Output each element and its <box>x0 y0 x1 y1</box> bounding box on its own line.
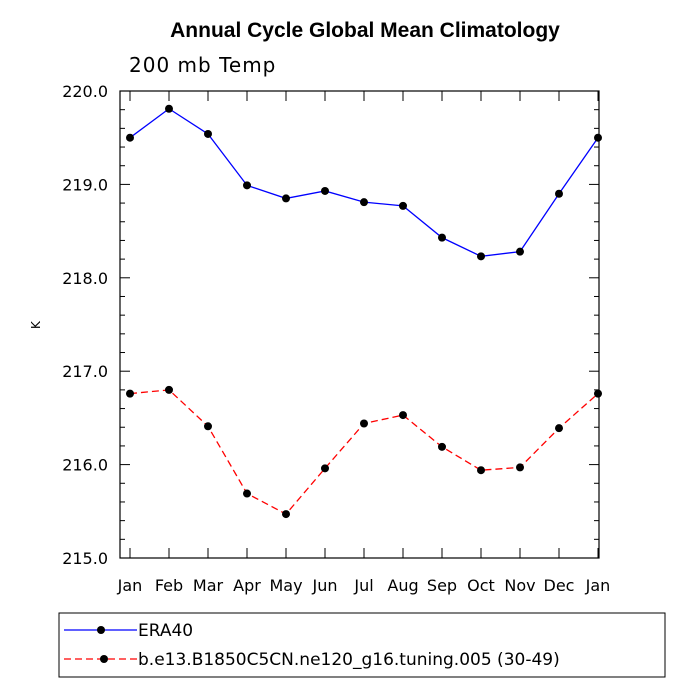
y-tick-label: 217.0 <box>62 362 108 381</box>
data-point <box>165 385 173 394</box>
data-point <box>594 133 602 142</box>
x-tick-label: Nov <box>504 576 535 595</box>
y-tick-labels: 215.0 216.0 217.0 218.0 219.0 220.0 <box>62 82 108 568</box>
data-point <box>282 510 290 519</box>
series-layer <box>126 104 602 519</box>
data-point <box>321 464 329 473</box>
x-tick-label: Jun <box>312 576 338 595</box>
x-tick-label: May <box>269 576 302 595</box>
data-point <box>321 186 329 195</box>
chart-subtitle: 200 mb Temp <box>129 53 276 77</box>
y-tick-label: 216.0 <box>62 456 108 475</box>
data-point <box>126 133 134 142</box>
data-point <box>360 198 368 207</box>
x-tick-label: Mar <box>193 576 224 595</box>
data-point <box>204 129 212 138</box>
y-tick-label: 219.0 <box>62 175 108 194</box>
x-tick-label: Aug <box>387 576 418 595</box>
x-tick-label: Jan <box>117 576 143 595</box>
data-point <box>516 463 524 472</box>
x-tick-label: Feb <box>155 576 183 595</box>
data-point <box>243 181 251 190</box>
x-tick-label: Oct <box>467 576 495 595</box>
y-axis-label: K <box>29 320 43 329</box>
x-tick-label: Sep <box>427 576 457 595</box>
legend-label: ERA40 <box>138 621 193 641</box>
data-point <box>516 247 524 256</box>
data-point <box>243 489 251 498</box>
data-point <box>204 422 212 431</box>
axis-ticks <box>120 90 599 559</box>
x-tick-labels: Jan Feb Mar Apr May Jun Jul Aug Sep Oct Nov Dec Jan <box>117 576 611 595</box>
legend-box <box>58 612 666 678</box>
data-point <box>477 466 485 475</box>
data-point <box>282 194 290 203</box>
plot-frame <box>119 90 600 559</box>
legend-label: b.e13.B1850C5CN.ne120_g16.tuning.005 (30… <box>138 650 560 670</box>
data-point <box>165 104 173 113</box>
data-point <box>594 389 602 398</box>
series-line <box>129 107 599 257</box>
data-point <box>399 411 407 420</box>
y-tick-label: 215.0 <box>62 549 108 568</box>
legend-marker <box>97 626 105 634</box>
data-point <box>555 189 563 198</box>
data-point <box>438 442 446 451</box>
x-tick-label: Jul <box>353 576 373 595</box>
legend: ERA40 b.e13.B1850C5CN.ne120_g16.tuning.00… <box>64 621 560 670</box>
chart-title: Annual Cycle Global Mean Climatology <box>170 19 560 42</box>
legend-marker <box>100 655 108 663</box>
x-tick-label: Apr <box>233 576 261 595</box>
data-point <box>477 252 485 261</box>
data-point <box>555 424 563 433</box>
y-tick-label: 218.0 <box>62 269 108 288</box>
x-tick-label: Jan <box>585 576 611 595</box>
data-point <box>126 389 134 398</box>
series-line <box>129 389 599 515</box>
data-point <box>438 233 446 242</box>
data-point <box>360 419 368 428</box>
data-point <box>399 201 407 210</box>
x-tick-label: Dec <box>544 576 575 595</box>
y-tick-label: 220.0 <box>62 82 108 101</box>
